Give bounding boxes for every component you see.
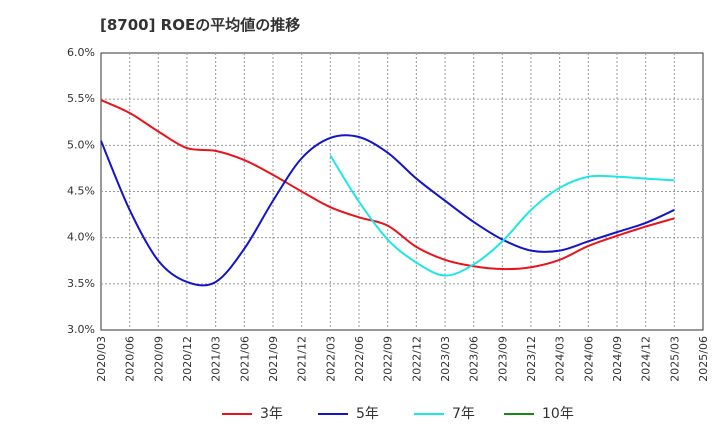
x-tick-label: 2022/09 [382, 336, 395, 382]
x-tick-label: 2023/12 [525, 336, 538, 382]
x-tick-label: 2025/03 [668, 336, 681, 382]
y-tick-label: 3.0% [67, 323, 95, 336]
x-tick-label: 2024/03 [554, 336, 567, 382]
x-tick-label: 2022/06 [353, 336, 366, 382]
x-tick-label: 2024/06 [582, 336, 595, 382]
y-tick-label: 5.5% [67, 92, 95, 105]
x-tick-label: 2021/03 [210, 336, 223, 382]
x-tick-label: 2020/06 [124, 336, 137, 382]
legend-label-4: 10年 [542, 406, 574, 422]
x-tick-label: 2023/09 [496, 336, 509, 382]
y-tick-label: 3.5% [67, 277, 95, 290]
chart-svg: 3.0% 3.5% 4.0% 4.5% 5.0% 5.5% 6.0% 2020/03 2020/… [0, 0, 720, 440]
y-tick-label: 4.0% [67, 231, 95, 244]
x-tick-label: 2025/06 [697, 336, 710, 382]
y-tick-label: 5.0% [67, 138, 95, 151]
legend-label-1: 3年 [260, 406, 283, 422]
y-tick-label: 6.0% [67, 46, 95, 59]
chart: [8700] ROEの平均値の推移 3.0% 3.5% 4.0% 4.5% 5.0% 5.… [0, 0, 720, 440]
y-tick-label: 4.5% [67, 185, 95, 198]
x-tick-label: 2021/12 [296, 336, 309, 382]
x-tick-label: 2024/09 [611, 336, 624, 382]
x-tick-label: 2020/09 [152, 336, 165, 382]
legend-label-3: 7年 [452, 406, 475, 422]
x-tick-label: 2024/12 [640, 336, 653, 382]
x-tick-label: 2020/03 [95, 336, 108, 382]
x-tick-label: 2023/06 [468, 336, 481, 382]
x-tick-label: 2023/03 [439, 336, 452, 382]
x-tick-label: 2021/06 [238, 336, 251, 382]
x-tick-label: 2021/09 [267, 336, 280, 382]
legend-label-2: 5年 [356, 406, 379, 422]
x-tick-label: 2022/03 [324, 336, 337, 382]
x-tick-label: 2020/12 [181, 336, 194, 382]
x-tick-label: 2022/12 [410, 336, 423, 382]
